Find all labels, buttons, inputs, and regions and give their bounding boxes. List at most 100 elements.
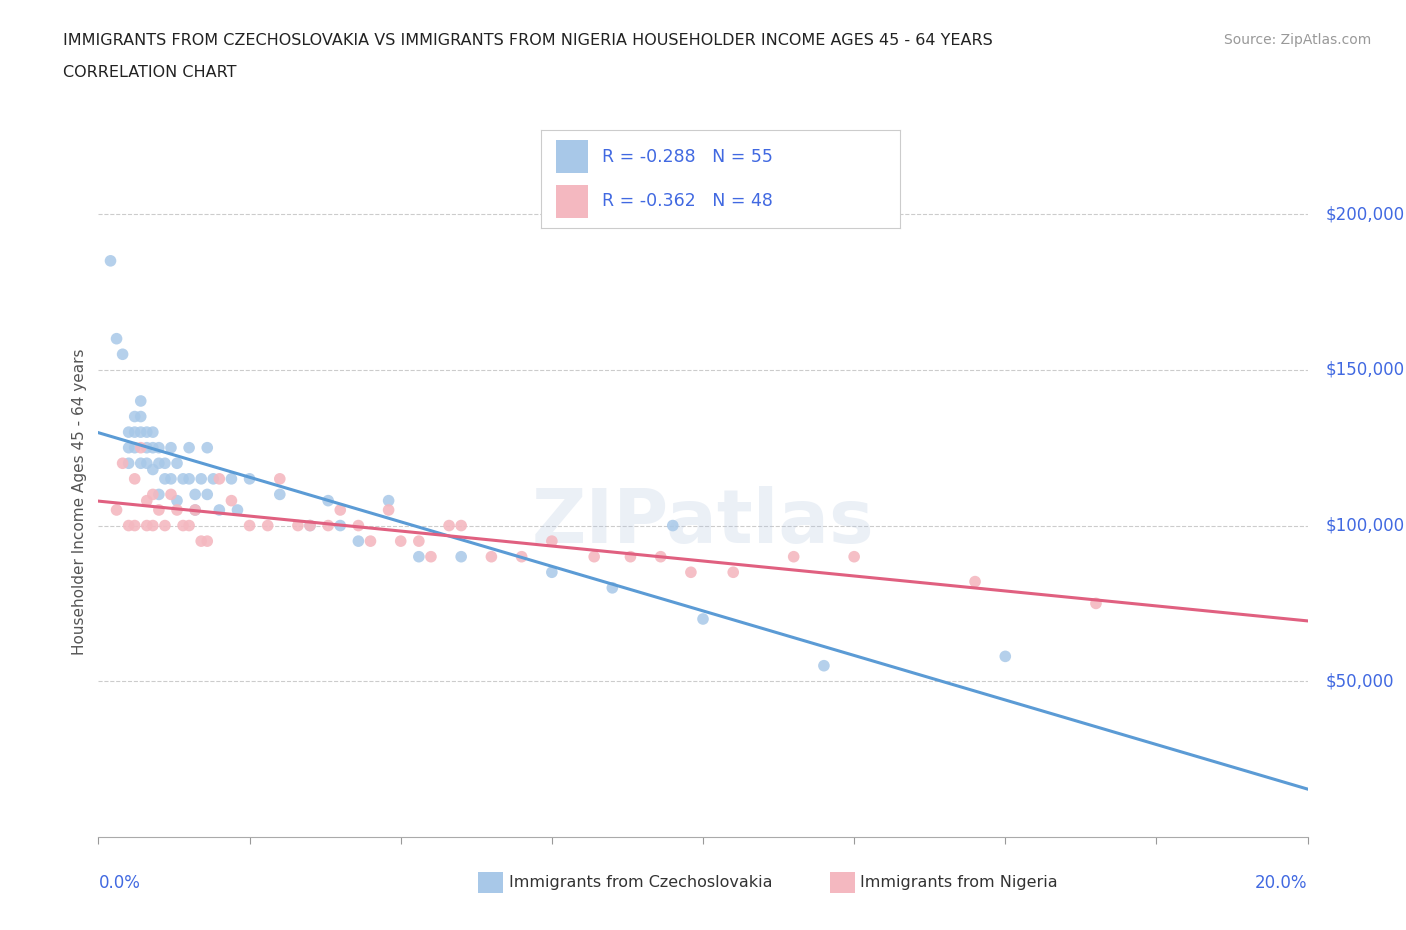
Point xyxy=(195,534,218,549)
Point xyxy=(299,518,322,533)
Point xyxy=(679,565,702,579)
Point xyxy=(148,487,170,502)
Point xyxy=(221,472,243,486)
Point xyxy=(142,425,165,440)
Point xyxy=(347,534,370,549)
Point xyxy=(172,518,194,533)
Point xyxy=(129,456,152,471)
Point xyxy=(100,253,122,268)
Point xyxy=(160,472,183,486)
Y-axis label: Householder Income Ages 45 - 64 years: Householder Income Ages 45 - 64 years xyxy=(72,349,87,656)
Point xyxy=(661,518,683,533)
Point xyxy=(316,518,339,533)
Point xyxy=(184,487,207,502)
Point xyxy=(239,518,262,533)
FancyBboxPatch shape xyxy=(555,185,588,219)
Point xyxy=(124,440,146,455)
Text: $50,000: $50,000 xyxy=(1326,672,1395,690)
Point xyxy=(408,534,430,549)
Point xyxy=(111,347,134,362)
Point xyxy=(148,456,170,471)
Point xyxy=(135,425,157,440)
Point xyxy=(124,472,146,486)
Point xyxy=(256,518,278,533)
Text: Immigrants from Czechoslovakia: Immigrants from Czechoslovakia xyxy=(509,875,772,890)
Point xyxy=(377,493,399,508)
Point xyxy=(148,440,170,455)
Point xyxy=(190,472,212,486)
Point xyxy=(124,425,146,440)
Point xyxy=(177,472,201,486)
Point xyxy=(965,574,987,589)
Point xyxy=(481,550,503,565)
Text: $200,000: $200,000 xyxy=(1326,206,1405,223)
Point xyxy=(844,550,866,565)
Point xyxy=(166,493,188,508)
Point xyxy=(602,580,624,595)
Point xyxy=(166,456,188,471)
Point xyxy=(619,550,641,565)
Point xyxy=(142,487,165,502)
Point xyxy=(540,565,562,579)
Point xyxy=(437,518,460,533)
Point xyxy=(177,440,201,455)
Point xyxy=(129,393,152,408)
Point xyxy=(129,440,152,455)
Point xyxy=(721,565,744,579)
Text: IMMIGRANTS FROM CZECHOSLOVAKIA VS IMMIGRANTS FROM NIGERIA HOUSEHOLDER INCOME AGE: IMMIGRANTS FROM CZECHOSLOVAKIA VS IMMIGR… xyxy=(63,33,993,47)
Point xyxy=(202,472,225,486)
Point xyxy=(184,502,207,517)
Point xyxy=(142,462,165,477)
Point xyxy=(226,502,249,517)
Point xyxy=(208,502,231,517)
Point xyxy=(129,409,152,424)
Text: $150,000: $150,000 xyxy=(1326,361,1405,379)
Point xyxy=(650,550,672,565)
Text: ZIPatlas: ZIPatlas xyxy=(531,485,875,559)
Point xyxy=(118,518,141,533)
Point xyxy=(450,550,472,565)
Point xyxy=(135,440,157,455)
Point xyxy=(347,518,370,533)
Point xyxy=(269,472,291,486)
Point xyxy=(135,456,157,471)
Point xyxy=(329,502,352,517)
Point xyxy=(239,472,262,486)
Point xyxy=(135,518,157,533)
Point xyxy=(153,472,176,486)
Point xyxy=(1085,596,1108,611)
FancyBboxPatch shape xyxy=(555,140,588,173)
Point xyxy=(135,493,157,508)
Text: 0.0%: 0.0% xyxy=(98,874,141,892)
Point xyxy=(389,534,412,549)
Text: 20.0%: 20.0% xyxy=(1256,874,1308,892)
Point xyxy=(177,518,201,533)
Text: Source: ZipAtlas.com: Source: ZipAtlas.com xyxy=(1223,33,1371,46)
Point xyxy=(124,409,146,424)
Point xyxy=(166,502,188,517)
Point xyxy=(450,518,472,533)
Point xyxy=(160,487,183,502)
Point xyxy=(111,456,134,471)
Point xyxy=(118,456,141,471)
Point xyxy=(419,550,441,565)
Point xyxy=(510,550,533,565)
Point xyxy=(142,440,165,455)
Point xyxy=(813,658,835,673)
Point xyxy=(360,534,382,549)
Point xyxy=(105,331,128,346)
Point xyxy=(118,440,141,455)
Text: Immigrants from Nigeria: Immigrants from Nigeria xyxy=(860,875,1059,890)
Text: CORRELATION CHART: CORRELATION CHART xyxy=(63,65,236,80)
Text: R = -0.362   N = 48: R = -0.362 N = 48 xyxy=(602,193,773,210)
Point xyxy=(148,502,170,517)
Point xyxy=(316,493,339,508)
Point xyxy=(195,487,218,502)
Point xyxy=(118,425,141,440)
Point xyxy=(994,649,1017,664)
Point xyxy=(172,472,194,486)
Point xyxy=(195,440,218,455)
Point xyxy=(287,518,309,533)
Point xyxy=(129,425,152,440)
Point xyxy=(408,550,430,565)
